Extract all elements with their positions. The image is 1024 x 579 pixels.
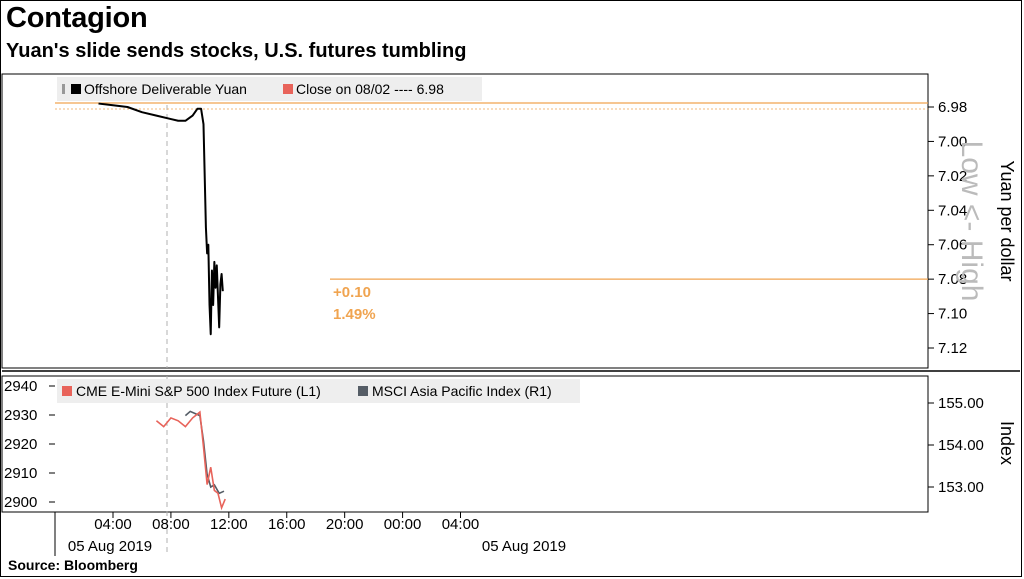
change-annotation: +0.10 <box>333 284 371 301</box>
y-tick-label-top: 7.00 <box>938 133 967 150</box>
y-tick-label-top: 7.04 <box>938 202 967 219</box>
percent-annotation: 1.49% <box>333 306 376 323</box>
series-line-yuan <box>98 102 224 336</box>
y-tick-label-left: 2930 <box>4 407 37 424</box>
legend-bottom-background <box>57 379 580 403</box>
y-tick-label-top: 7.12 <box>938 340 967 357</box>
x-tick-label: 04:00 <box>442 516 480 533</box>
top-panel-border <box>1 73 929 369</box>
x-date-label-left: 05 Aug 2019 <box>68 538 152 555</box>
y-axis-title-top: Yuan per dollar <box>997 160 1017 281</box>
legend-red-square-icon <box>283 84 293 94</box>
y-axis-title-bottom: Index <box>997 421 1017 465</box>
y-tick-label-top: 7.02 <box>938 168 967 185</box>
legend-sp500-square-icon <box>62 386 72 396</box>
x-tick-label: 20:00 <box>326 516 364 533</box>
legend-yuan-label: Offshore Deliverable Yuan <box>84 81 247 97</box>
x-tick-label: 04:00 <box>94 516 132 533</box>
legend-msci-square-icon <box>358 386 368 396</box>
y-tick-label-top: 7.08 <box>938 271 967 288</box>
y-tick-label-top: 6.98 <box>938 99 967 116</box>
y-tick-label-left: 2920 <box>4 436 37 453</box>
series-line-sp500 <box>155 410 226 511</box>
source-note: Source: Bloomberg <box>8 557 138 573</box>
y-tick-label-top: 7.06 <box>938 237 967 254</box>
legend-black-square-icon <box>71 84 81 94</box>
x-tick-label: 08:00 <box>152 516 190 533</box>
y-tick-label-left: 2900 <box>4 494 37 511</box>
legend-msci-label: MSCI Asia Pacific Index (R1) <box>372 383 552 399</box>
bottom-panel-border <box>1 375 929 513</box>
y-tick-label-right: 154.00 <box>938 437 984 454</box>
y-tick-label-right: 153.00 <box>938 479 984 496</box>
x-date-label-center: 05 Aug 2019 <box>482 538 566 555</box>
x-tick-label: 12:00 <box>210 516 248 533</box>
legend-sp500-label: CME E-Mini S&P 500 Index Future (L1) <box>76 383 321 399</box>
legend-close-label: Close on 08/02 ---- 6.98 <box>296 81 444 97</box>
y-tick-label-left: 2910 <box>4 465 37 482</box>
low-high-indicator: Low <- High <box>955 141 988 302</box>
chart-title: Contagion <box>6 2 148 34</box>
y-tick-label-right: 155.00 <box>938 395 984 412</box>
chart-subtitle: Yuan's slide sends stocks, U.S. futures … <box>6 40 467 62</box>
y-tick-label-left: 2940 <box>4 378 37 395</box>
legend-grip-icon <box>62 84 65 94</box>
y-tick-label-top: 7.10 <box>938 306 967 323</box>
x-tick-label: 16:00 <box>268 516 306 533</box>
legend-top-background <box>57 77 482 101</box>
x-tick-label: 00:00 <box>384 516 422 533</box>
